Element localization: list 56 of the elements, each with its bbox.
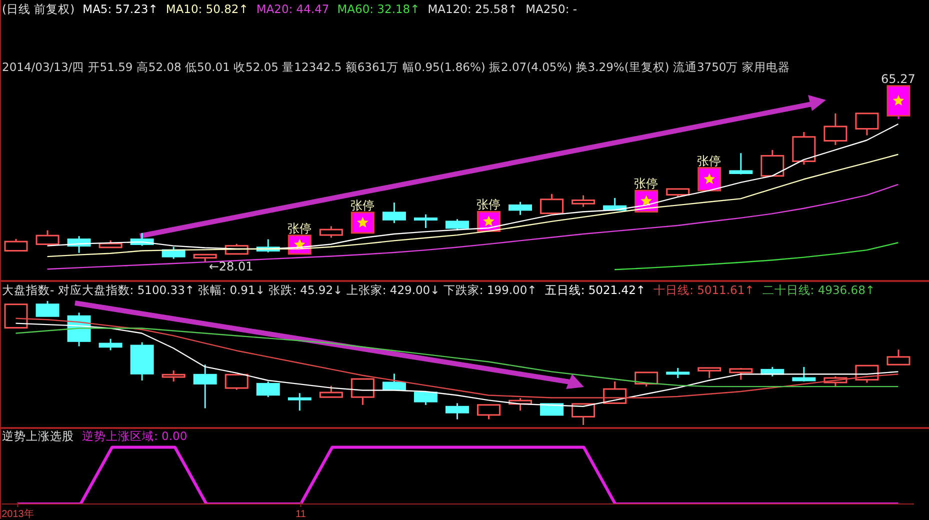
candlestick [193, 364, 217, 410]
candlestick [414, 214, 438, 229]
text: 十日线: 5011.61↑ [654, 283, 754, 297]
annotation: 张停 [287, 221, 312, 236]
candlestick [256, 380, 280, 398]
annotation: 张停 [350, 198, 374, 212]
candlestick [382, 202, 406, 224]
candlestick [36, 230, 60, 245]
candlestick [760, 149, 784, 177]
candlestick [855, 112, 879, 136]
text: MA250: - [526, 2, 577, 16]
annotation: 张停 [476, 198, 501, 212]
x-tick-label: 2013年 [2, 508, 34, 520]
candlestick [792, 366, 816, 382]
candlestick [508, 201, 532, 216]
candlestick [288, 392, 312, 412]
chart-subtitle: 2014/03/13/四 开51.59 高52.08 低50.01 收52.05 量12342.5 额6361万 幅0.95(1.86%) 振2.07(4.05%) 换3.29%(里复权) 流通3750万 家用电器 [2, 60, 790, 75]
annotation: 张停 [634, 176, 658, 191]
text: MA20: 44.47 [256, 2, 330, 16]
annotation: 65.27 [881, 72, 916, 86]
chart-title: 逆势上涨选股 [2, 429, 74, 443]
candlestick [666, 367, 690, 379]
annotation: 张停 [697, 154, 722, 168]
candlestick [98, 338, 122, 351]
candlestick [319, 225, 343, 238]
text: MA10: 50.82↑ [166, 2, 248, 16]
candlestick [162, 370, 186, 382]
candlestick [698, 367, 722, 379]
candlestick [824, 112, 848, 146]
candlestick [477, 404, 501, 420]
candlestick [634, 372, 658, 388]
chart-title: 大盘指数- 对应大盘指数: 5100.33↑ 张幅: 0.91↓ 张跌: 45.92↓ 上张家: 429.00↓ 下跌家: 199.00↑ [2, 283, 537, 297]
candlestick [224, 374, 248, 391]
text: 二十日线: 4936.68↑ [762, 283, 876, 297]
candlestick [540, 193, 564, 214]
candlestick [572, 403, 596, 425]
chart-title: (日线 前复权) [2, 2, 75, 16]
series-label: 逆势上涨区域: 0.00 [82, 429, 188, 443]
candlestick [382, 372, 406, 391]
text: MA120: 25.58↑ [428, 2, 518, 16]
text: 五日线: 5021.42↑ [544, 283, 646, 297]
candlestick [445, 402, 469, 420]
candlestick [36, 301, 60, 317]
annotation: ←28.01 [208, 259, 254, 274]
candlestick [414, 392, 438, 406]
text: MA5: 57.23↑ [82, 2, 158, 16]
candlestick [572, 194, 596, 208]
candlestick [445, 218, 469, 232]
candlestick [4, 238, 28, 252]
candlestick [729, 152, 753, 176]
candlestick [350, 378, 374, 406]
candlestick [886, 348, 910, 366]
candlestick [350, 212, 374, 234]
text: MA60: 32.18↑ [337, 2, 420, 16]
x-tick-label: 11 [296, 509, 306, 520]
candlestick [319, 385, 343, 398]
